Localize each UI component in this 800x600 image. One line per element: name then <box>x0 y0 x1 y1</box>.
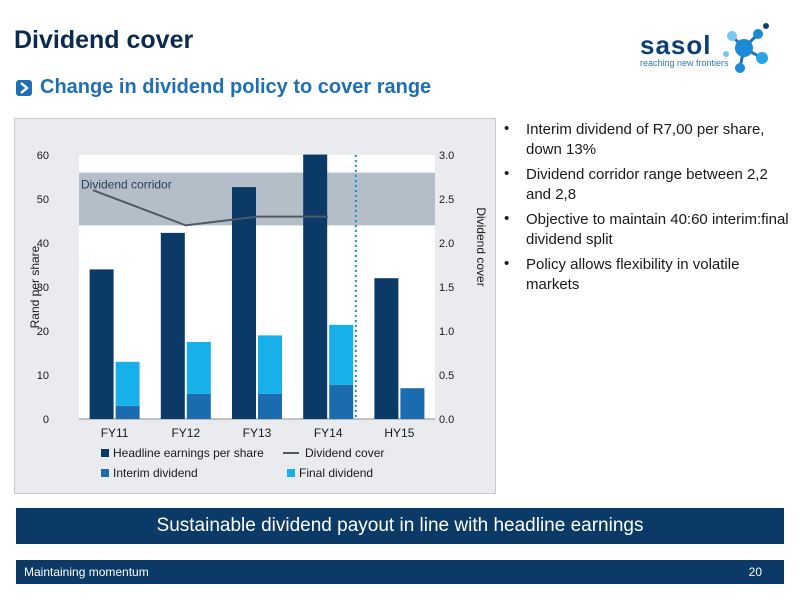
y2-tick-label: 0.5 <box>439 370 454 382</box>
legend-swatch <box>101 449 109 457</box>
y2-tick-label: 2.5 <box>439 194 454 206</box>
x-tick-label: FY14 <box>314 426 343 440</box>
y-tick-label: 30 <box>37 282 49 294</box>
legend-swatch <box>287 469 295 477</box>
sasol-logo: sasol reaching new frontiers <box>636 18 776 78</box>
y-tick-label: 10 <box>37 370 49 382</box>
dividend-chart: Dividend corridor 0 10 20 30 40 50 60 0.0 0.5 1.0 1… <box>28 150 488 480</box>
x-tick-label: HY15 <box>384 426 414 440</box>
logo-wordmark: sasol <box>640 30 712 60</box>
headline-eps-bar <box>160 232 185 419</box>
bullet-dot-icon: • <box>504 255 510 272</box>
y-tick-label: 20 <box>37 326 49 338</box>
logo-tagline: reaching new frontiers <box>640 58 729 68</box>
footer-bar: Maintaining momentum 20 <box>16 560 784 584</box>
legend-label: Final dividend <box>299 466 373 480</box>
page-number: 20 <box>748 565 762 579</box>
bullet-dot-icon: • <box>504 120 510 137</box>
legend-label: Interim dividend <box>113 466 198 480</box>
interim-dividend-bar <box>115 405 140 419</box>
bullet-item: • Dividend corridor range between 2,2 and… <box>502 165 792 205</box>
bullet-text: Objective to maintain 40:60 interim:fina… <box>526 211 789 248</box>
bullet-text: Policy allows flexibility in volatile ma… <box>526 256 740 293</box>
y-tick-label: 50 <box>37 194 49 206</box>
x-tick-label: FY12 <box>171 426 200 440</box>
headline-eps-bar <box>89 269 114 419</box>
y2-tick-label: 0.0 <box>439 414 454 426</box>
chart-panel: Dividend corridor 0 10 20 30 40 50 60 0.0 0.5 1.0 1… <box>14 118 496 494</box>
bullet-dot-icon: • <box>504 165 510 182</box>
final-dividend-bar <box>186 342 211 394</box>
y-tick-label: 40 <box>37 238 49 250</box>
y-axis-title: Rand per share <box>28 245 42 328</box>
x-tick-label: FY11 <box>101 426 129 440</box>
interim-dividend-bar <box>329 384 354 419</box>
interim-dividend-bar <box>400 388 425 419</box>
summary-banner: Sustainable dividend payout in line with… <box>16 508 784 544</box>
legend-label: Dividend cover <box>305 446 384 460</box>
bullet-list: • Interim dividend of R7,00 per share, do… <box>502 120 792 300</box>
legend-swatch <box>101 469 109 477</box>
bullet-text: Interim dividend of R7,00 per share, dow… <box>526 121 765 158</box>
headline-eps-bar <box>374 278 399 419</box>
final-dividend-bar <box>115 361 140 406</box>
molecule-icon <box>723 23 769 73</box>
x-tick-label: FY13 <box>243 426 272 440</box>
slide-subtitle: Change in dividend policy to cover range <box>16 76 431 99</box>
bullet-item: • Objective to maintain 40:60 interim:fin… <box>502 210 792 250</box>
interim-dividend-bar <box>258 393 282 419</box>
y-tick-label: 0 <box>43 414 49 426</box>
y2-tick-label: 3.0 <box>439 150 454 162</box>
bullet-item: • Interim dividend of R7,00 per share, do… <box>502 120 792 160</box>
y2-tick-label: 1.5 <box>439 282 454 294</box>
legend-label: Headline earnings per share <box>113 446 264 460</box>
y2-axis-title: Dividend cover <box>474 207 488 286</box>
subtitle-text: Change in dividend policy to cover range <box>40 76 432 98</box>
y2-tick-label: 2.0 <box>439 238 454 250</box>
headline-eps-bar <box>232 187 256 419</box>
slide-title: Dividend cover <box>14 26 194 54</box>
y-tick-label: 60 <box>37 150 49 162</box>
bullet-dot-icon: • <box>504 210 510 227</box>
bullet-text: Dividend corridor range between 2,2 and … <box>526 166 768 203</box>
final-dividend-bar <box>258 335 282 394</box>
chevron-right-icon <box>16 79 32 96</box>
final-dividend-bar <box>329 324 354 385</box>
headline-eps-bar <box>303 154 328 419</box>
bullet-item: • Policy allows flexibility in volatile m… <box>502 255 792 295</box>
footer-section-label: Maintaining momentum <box>24 565 149 579</box>
y2-tick-label: 1.0 <box>439 326 454 338</box>
interim-dividend-bar <box>186 393 211 419</box>
dividend-cover-line <box>92 189 329 227</box>
corridor-label: Dividend corridor <box>81 178 172 192</box>
